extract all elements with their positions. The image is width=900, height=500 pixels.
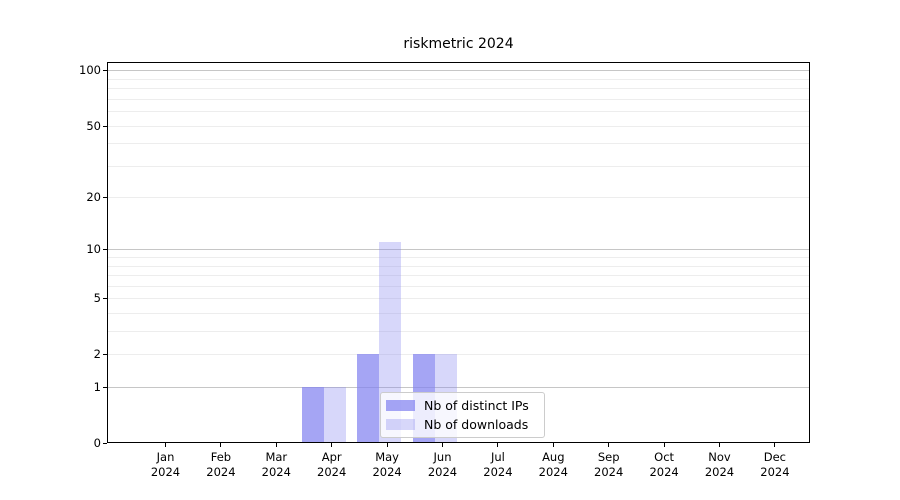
gridline [108,78,809,80]
legend: Nb of distinct IPs Nb of downloads [380,392,545,438]
x-axis-tick [165,443,166,447]
gridline [108,298,809,300]
legend-label: Nb of downloads [424,417,529,432]
y-axis-tick-label: 100 [79,63,101,78]
gridline [108,331,809,333]
bar [301,387,324,443]
x-axis-tick-label: Nov 2024 [704,450,735,479]
y-axis-tick-label: 10 [86,242,101,257]
bar [323,387,346,443]
legend-item-downloads: Nb of downloads [386,415,544,434]
y-axis-tick-label: 0 [93,436,101,450]
gridline [108,70,809,72]
x-axis-tick-label: Jul 2024 [483,450,513,479]
y-axis-tick [103,249,107,251]
gridline [108,111,809,113]
gridline [108,143,809,145]
legend-swatch-downloads [386,419,415,430]
legend-label: Nb of distinct IPs [424,398,529,413]
x-axis-tick [220,443,222,447]
x-axis-tick-label: Feb 2024 [206,450,236,479]
x-axis-tick [275,443,277,447]
gridline [108,387,809,388]
x-axis-tick [386,443,388,447]
bar [357,354,380,443]
gridline [108,313,809,314]
gridline [108,165,809,167]
x-axis-tick [774,443,776,447]
gridline [108,88,809,90]
x-axis-tick-label: Mar 2024 [261,450,291,479]
x-axis-tick [552,443,554,447]
gridline [108,98,809,100]
x-axis-tick-label: Oct 2024 [649,450,679,479]
x-axis-tick [442,443,443,447]
y-axis-tick-label: 50 [86,118,101,133]
y-axis-tick [103,354,107,356]
x-axis-tick [719,443,720,447]
y-axis-tick [103,125,107,127]
gridline [108,265,809,267]
x-axis-tick-label: Dec 2024 [760,450,790,479]
x-axis-tick [331,443,333,447]
gridline [108,197,809,199]
chart-title: riskmetric 2024 [403,36,514,52]
plot-area [107,62,810,443]
x-axis-tick [497,443,499,447]
y-axis-tick-label: 5 [93,291,101,306]
y-axis-tick [103,70,107,72]
legend-item-distinct-ips: Nb of distinct IPs [386,396,544,415]
y-axis-tick-label: 1 [93,380,101,394]
x-axis-tick-label: Jan 2024 [150,450,181,479]
gridline [108,257,809,259]
x-axis-tick [663,443,665,447]
legend-swatch-distinct-ips [386,400,415,411]
x-axis-tick-label: Sep 2024 [594,450,624,479]
gridline [108,275,809,277]
gridline [108,354,809,356]
gridline [108,249,809,251]
y-axis-tick-label: 20 [86,190,101,205]
y-axis-tick [103,387,107,388]
y-axis-tick [103,443,107,444]
gridline [108,285,809,287]
y-axis-tick [103,298,107,300]
y-axis-tick [103,197,107,199]
x-axis-tick-label: Jun 2024 [427,450,458,479]
gridline [108,125,809,127]
x-axis-tick-label: Apr 2024 [317,450,347,479]
y-axis-tick-label: 2 [93,347,101,362]
x-axis-tick-label: May 2024 [372,450,402,479]
x-axis-tick-label: Aug 2024 [538,450,568,479]
x-axis-tick [608,443,610,447]
